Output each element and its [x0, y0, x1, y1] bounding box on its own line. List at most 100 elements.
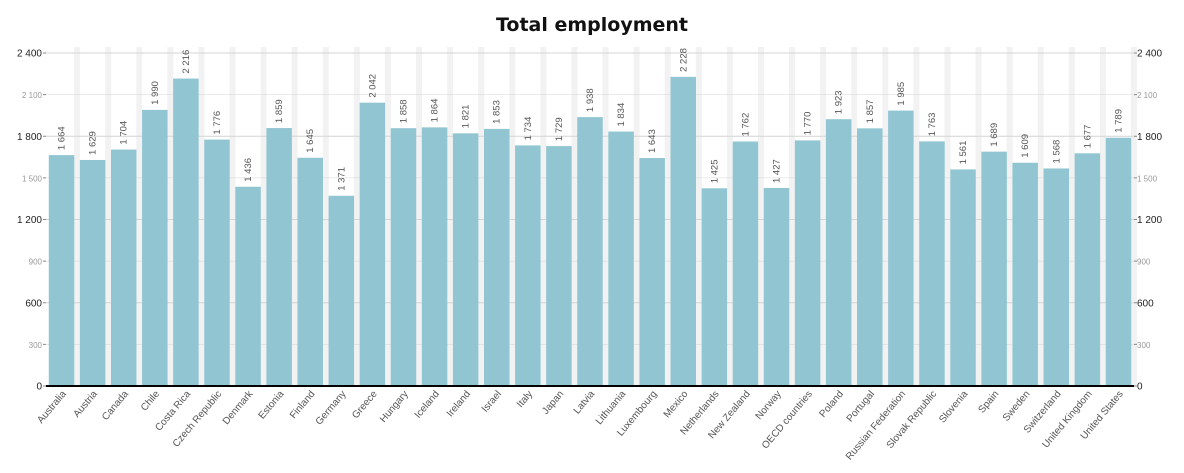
bar-value-label: 1 776: [212, 111, 223, 135]
y-tick-label-right: 900: [1137, 258, 1151, 267]
bar-value-label: 1 436: [243, 158, 254, 182]
x-category-label: Greece: [350, 389, 380, 422]
x-category-label: Estonia: [257, 389, 287, 422]
x-category-label: Latvia: [572, 389, 598, 417]
bar-value-label: 1 762: [740, 113, 751, 137]
bar-value-label: 1 859: [274, 99, 285, 123]
bar: [297, 157, 323, 386]
column-bands: [74, 47, 1137, 386]
bar: [981, 151, 1007, 386]
bar: [1012, 162, 1038, 386]
bar: [359, 102, 386, 387]
column-band: [571, 47, 578, 386]
bar-value-label: 1 858: [398, 99, 409, 123]
column-band: [322, 47, 329, 386]
bar: [421, 127, 448, 387]
bar: [515, 145, 541, 386]
bar-value-label: 1 629: [88, 131, 99, 155]
bar-value-label: 1 734: [523, 117, 534, 141]
column-band: [478, 47, 485, 386]
x-category-label: Chile: [139, 389, 162, 414]
column-band: [757, 47, 764, 386]
bar: [577, 117, 603, 386]
bar-value-label: 2 042: [367, 74, 378, 98]
bar-value-label: 1 568: [1051, 140, 1062, 164]
bar-value-label: 1 609: [1020, 134, 1031, 158]
y-tick-label-right: 2 100: [1137, 91, 1158, 100]
bar-value-label: 1 834: [616, 103, 627, 127]
column-band: [664, 47, 671, 386]
bar: [732, 141, 759, 386]
y-tick-label-left: 300: [29, 341, 43, 350]
bar-value-label: 1 664: [57, 126, 68, 150]
column-band: [353, 47, 360, 386]
bar-value-label: 1 938: [585, 88, 596, 112]
bar: [794, 140, 821, 386]
bar-value-label: 2 216: [181, 50, 192, 74]
x-category-label: Australia: [35, 389, 69, 426]
y-tick-label-right: 1 800: [1137, 132, 1162, 143]
x-category-label: Norway: [754, 389, 784, 422]
column-band: [913, 47, 920, 386]
column-band: [633, 47, 640, 386]
bar: [950, 169, 976, 386]
bar: [608, 131, 634, 386]
y-tick-label-right: 0: [1137, 382, 1143, 393]
column-band: [944, 47, 951, 386]
bar: [266, 128, 292, 386]
x-category-label: Portugal: [845, 389, 877, 425]
column-band: [74, 47, 81, 386]
column-band: [1099, 47, 1106, 386]
y-tick-label-left: 600: [25, 298, 42, 309]
column-band: [851, 47, 858, 386]
x-category-label: Russian Federation: [844, 389, 908, 463]
bar: [79, 159, 106, 386]
bars: [48, 76, 1132, 387]
bar: [204, 139, 230, 386]
bar-value-label: 1 561: [958, 141, 969, 165]
column-band: [789, 47, 796, 386]
x-category-label: Poland: [818, 389, 846, 420]
bar: [328, 195, 355, 386]
column-band: [509, 47, 516, 386]
bar-value-label: 1 643: [647, 129, 658, 153]
bar-value-label: 1 371: [336, 167, 347, 191]
bar: [763, 188, 790, 386]
column-band: [167, 47, 174, 386]
bar-value-label: 1 645: [305, 129, 316, 153]
bar-value-label: 1 425: [709, 160, 720, 184]
y-tick-label-left: 1 800: [17, 132, 42, 143]
chart-title: Total employment: [495, 14, 689, 36]
column-band: [384, 47, 391, 386]
y-tick-label-right: 1 200: [1137, 215, 1162, 226]
bar: [110, 149, 137, 386]
y-tick-label-right: 300: [1137, 341, 1151, 350]
y-tick-label-right: 1 500: [1137, 174, 1158, 183]
column-band: [447, 47, 454, 386]
bar-value-label: 2 228: [678, 48, 689, 72]
x-category-label: Denmark: [221, 388, 256, 427]
column-band: [416, 47, 423, 386]
column-band: [198, 47, 205, 386]
x-category-label: Finland: [288, 389, 318, 421]
bar: [701, 188, 728, 386]
bar: [142, 109, 168, 386]
x-category-label: Hungary: [378, 389, 411, 425]
bar-value-label: 1 427: [772, 159, 783, 183]
x-category-label: Spain: [977, 389, 1002, 416]
y-tick-label-left: 1 200: [17, 215, 42, 226]
column-band: [726, 47, 733, 386]
column-band: [105, 47, 112, 386]
column-band: [975, 47, 982, 386]
bar-value-label: 1 923: [834, 90, 845, 114]
column-band: [136, 47, 143, 386]
x-category-label: Slovenia: [937, 389, 970, 426]
x-category-label: Germany: [314, 389, 349, 428]
bar-value-label: 1 677: [1082, 125, 1093, 149]
x-category-label: Sweden: [1001, 389, 1033, 424]
y-tick-label-left: 900: [29, 258, 43, 267]
y-tick-label-left: 0: [36, 382, 42, 393]
bar-value-label: 1 985: [896, 82, 907, 106]
y-tick-label-left: 2 100: [22, 91, 43, 100]
